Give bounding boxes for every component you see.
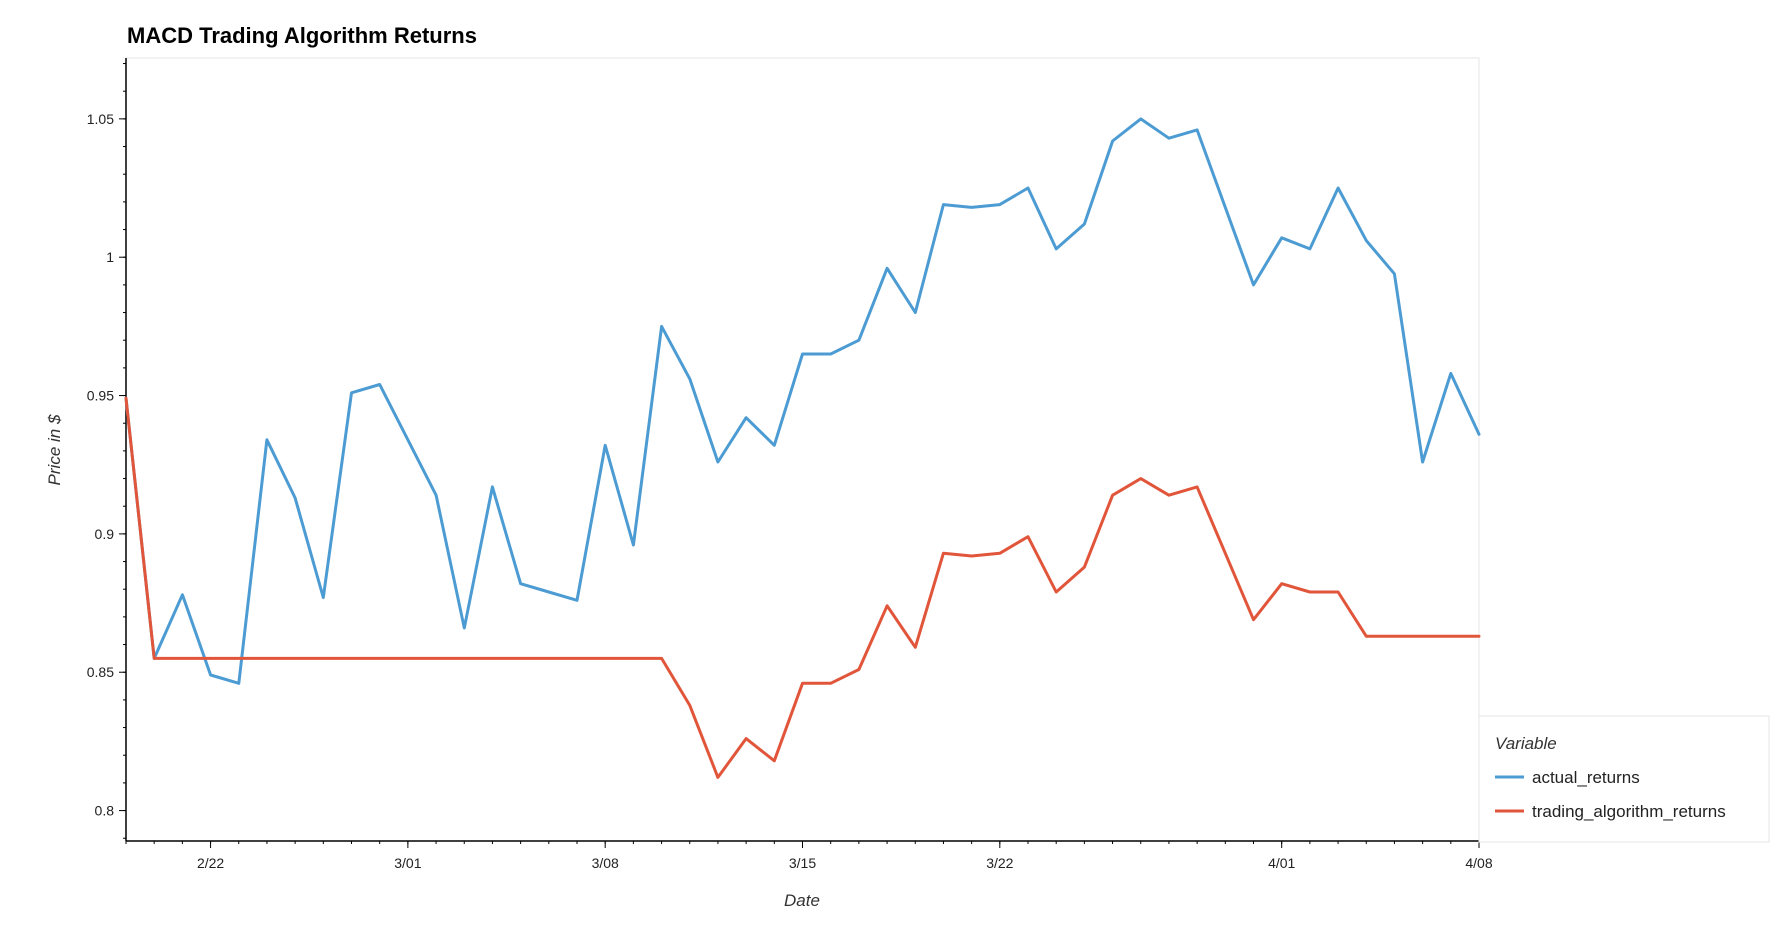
- x-tick-label: 3/15: [789, 855, 816, 871]
- y-tick-label: 0.85: [87, 664, 114, 680]
- series-layer: [124, 117, 1481, 779]
- series-line-actual-returns: [124, 117, 1481, 685]
- y-tick-label: 1: [106, 249, 114, 265]
- y-tick-label: 1.05: [87, 111, 114, 127]
- y-tick-label: 0.95: [87, 388, 114, 404]
- y-tick-label: 0.9: [95, 526, 115, 542]
- series-line-trading-algorithm-returns: [124, 396, 1481, 779]
- chart-title: MACD Trading Algorithm Returns: [127, 23, 477, 48]
- x-tick-label: 4/01: [1268, 855, 1295, 871]
- x-tick-label: 3/01: [394, 855, 421, 871]
- x-axis-label: Date: [784, 891, 820, 910]
- y-axis-label: Price in $: [45, 414, 64, 485]
- y-tick-label: 0.8: [95, 803, 115, 819]
- legend-label-trading-algorithm-returns: trading_algorithm_returns: [1532, 802, 1726, 821]
- legend-box: [1478, 715, 1770, 843]
- x-tick-label: 4/08: [1465, 855, 1492, 871]
- x-tick-label: 3/08: [592, 855, 619, 871]
- x-tick-label: 2/22: [197, 855, 224, 871]
- legend-title: Variable: [1495, 734, 1557, 753]
- legend: Variable actual_returns trading_algorith…: [1478, 715, 1770, 843]
- x-tick-label: 3/22: [986, 855, 1013, 871]
- y-axis: 0.8 0.85 0.9 0.95 1 1.05: [87, 58, 127, 841]
- x-axis: 2/22 3/01 3/08 3/15 3/22 4/01 4/08: [125, 840, 1493, 871]
- legend-label-actual-returns: actual_returns: [1532, 768, 1640, 787]
- plot-area: [125, 57, 1480, 842]
